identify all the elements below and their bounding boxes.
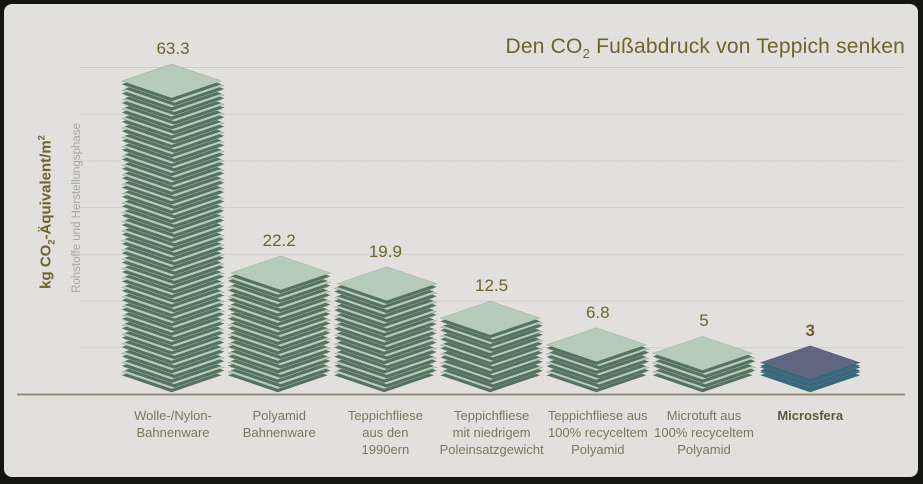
bar-value-label: 3 [805,320,815,340]
bar-chart-canvas [17,63,905,396]
chart-title-text-2: Fußabdruck von Teppich senken [590,35,905,58]
y-axis-label-subscript: 2 [46,239,57,245]
bar-category-line: 100% recyceltem [547,425,648,440]
bar-category-line: Polyamid [677,442,731,457]
bar-category-line: Bahnenware [136,425,210,440]
bar-category-line: Microtuft aus [666,408,742,423]
bar-category-line: Microsfera [777,408,844,423]
tile-stack [120,63,226,393]
tile-stack [333,266,438,393]
bar-category-line: Teppichfliese [454,408,530,423]
bar-category-line: 100% recyceltem [654,425,754,440]
bar-category-label: Microsfera [748,407,872,424]
bar-category-label: Teppichfliese aus 100% recyceltem Polyamid [536,407,660,458]
tile-stack [759,345,861,393]
chart-stage: Den CO2 Fußabdruck von Teppich senken kg… [4,4,918,477]
bar-category-label: Polyamid Bahnenware [217,407,341,441]
y-axis-label-text: kg CO [37,244,55,289]
chart-title: Den CO2 Fußabdruck von Teppich senken [505,35,905,62]
bar-category-label: Teppichfliese mit niedrigem Poleinsatzgewi… [430,407,554,458]
tile-stack [227,255,332,393]
bar-category-line: aus den [362,425,409,440]
bar-value-label: 63.3 [156,39,190,59]
tile-stack [545,327,650,393]
bar-category-line: Polyamid [571,442,625,457]
chart-panel: Den CO2 Fußabdruck von Teppich senken kg… [4,4,918,477]
chart-title-text: Den CO [505,35,583,58]
bar-category-line: Wolle-/Nylon- [134,408,212,423]
bar-category-line: 1990ern [361,442,410,457]
bar-category-line: Teppichfliese aus [547,408,648,423]
bar-category-line: Teppichfliese [347,408,423,423]
bar-value-label: 6.8 [585,302,610,322]
bar-category-line: Polyamid [252,408,306,423]
bar-value-label: 12.5 [475,276,509,296]
bar-category-label: Microtuft aus 100% recyceltem Polyamid [642,407,766,458]
bar-category-line: mit niedrigem [452,425,531,440]
bar-category-label: Teppichfliese aus den 1990ern [323,407,447,458]
y-axis-sublabel-text: Rohstoffe und Herstellungsphase [71,123,83,293]
bar-value-label: 22.2 [262,231,296,251]
bar-value-label: 19.9 [368,241,402,261]
chart-title-subscript: 2 [582,46,591,62]
bar-category-line: Poleinsatzgewicht [439,442,544,457]
bar-value-label: 5 [699,311,709,331]
tile-stack [439,300,544,393]
bar-category-label: Wolle-/Nylon- Bahnenware [111,407,235,441]
y-axis-label-text-2: -Äquivalent/m [37,140,55,240]
bar-category-line: Bahnenware [242,425,316,440]
tile-stack [651,336,757,393]
y-axis-label-superscript: 2 [36,135,47,141]
